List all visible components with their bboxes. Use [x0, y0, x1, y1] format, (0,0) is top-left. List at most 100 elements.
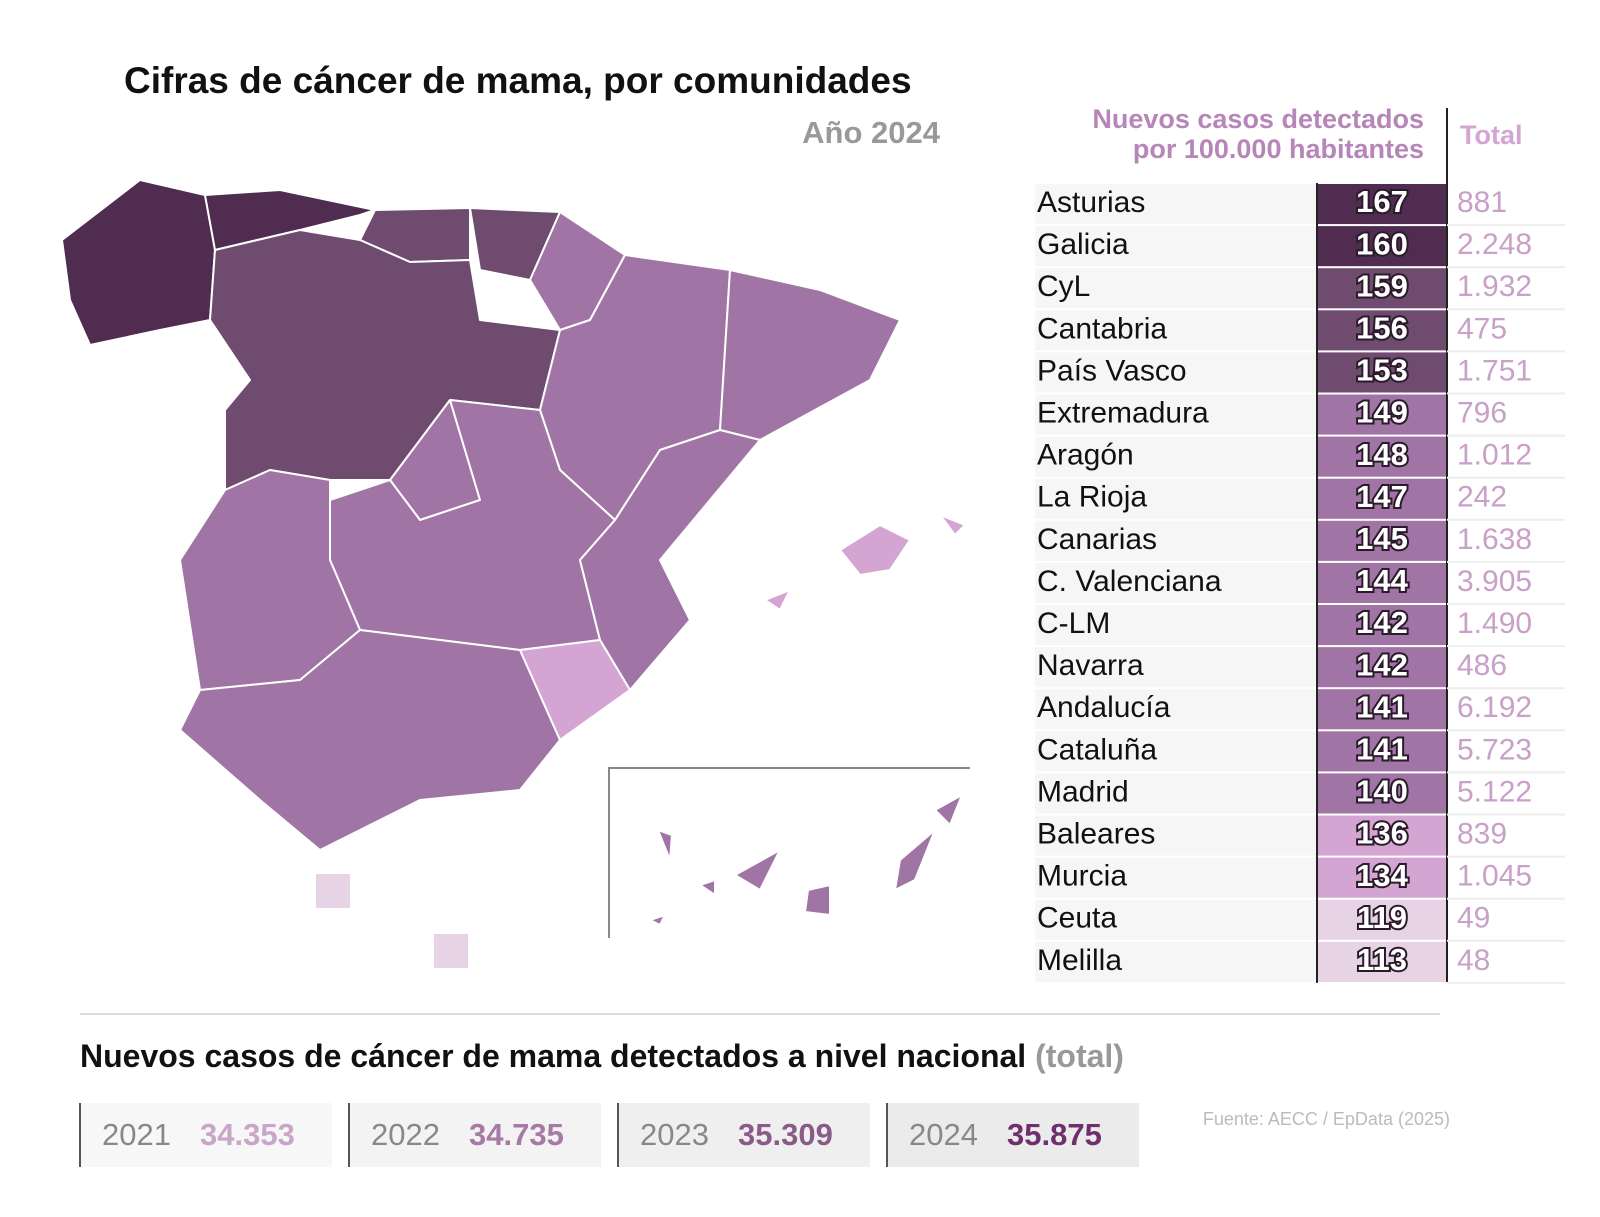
total-value: 881 [1457, 186, 1507, 219]
region-canarias [649, 794, 963, 926]
year-label: 2023 [640, 1117, 709, 1152]
rate-cell [1317, 184, 1446, 225]
row-background [1035, 394, 1317, 435]
total-value: 242 [1457, 481, 1507, 514]
rate-value: 142 [1356, 647, 1408, 682]
total-value: 475 [1457, 312, 1507, 345]
year-label: 2022 [371, 1117, 440, 1152]
rate-value: 141 [1356, 732, 1408, 767]
region-name: País Vasco [1037, 354, 1187, 387]
rate-cell [1317, 689, 1446, 730]
row-background [1035, 941, 1317, 982]
year-box [80, 1103, 332, 1167]
rate-value: 156 [1356, 311, 1408, 346]
rate-value: 147 [1356, 479, 1408, 514]
year-label: 2021 [102, 1117, 171, 1152]
rate-value: 153 [1356, 353, 1408, 388]
year-total: 34.735 [469, 1117, 564, 1152]
rate-cell [1317, 731, 1446, 772]
rate-value: 141 [1356, 689, 1408, 724]
region-name: La Rioja [1037, 481, 1147, 514]
rate-cell [1317, 478, 1446, 519]
region-name: Canarias [1037, 523, 1157, 556]
row-background [1035, 731, 1317, 772]
region-name: Extremadura [1037, 396, 1209, 429]
year-total: 35.875 [1007, 1117, 1102, 1152]
source: Fuente: AECC / EpData (2025) [1203, 1109, 1450, 1129]
rate-value: 148 [1356, 437, 1408, 472]
subtitle: Año 2024 [802, 115, 941, 150]
region-name: Galicia [1037, 228, 1129, 261]
rate-cell [1317, 899, 1446, 940]
row-background [1035, 352, 1317, 393]
region-name: Aragón [1037, 439, 1134, 472]
region-name: Murcia [1037, 860, 1127, 893]
region-name: Andalucía [1037, 691, 1171, 724]
year-total: 34.353 [200, 1117, 295, 1152]
year-label: 2024 [909, 1117, 978, 1152]
rate-cell [1317, 520, 1446, 561]
rate-cell [1317, 310, 1446, 351]
region-name: C. Valenciana [1037, 565, 1222, 598]
rate-cell [1317, 268, 1446, 309]
total-value: 486 [1457, 649, 1507, 682]
rate-cell [1317, 352, 1446, 393]
region-cataluna [719, 269, 901, 441]
rate-header: por 100.000 habitantes [1133, 134, 1424, 164]
total-header: Total [1460, 120, 1523, 150]
map [61, 179, 970, 968]
rate-cell [1317, 436, 1446, 477]
rate-cell [1317, 394, 1446, 435]
total-value: 3.905 [1457, 565, 1532, 598]
region-name: Cantabria [1037, 312, 1167, 345]
rate-value: 145 [1356, 521, 1408, 556]
total-value: 1.751 [1457, 354, 1532, 387]
row-background [1035, 562, 1317, 603]
total-value: 1.045 [1457, 860, 1532, 893]
region-andalucia [179, 629, 561, 851]
region-name: Madrid [1037, 775, 1129, 808]
row-background [1035, 268, 1317, 309]
row-background [1035, 815, 1317, 856]
year-box [618, 1103, 870, 1167]
row-background [1035, 899, 1317, 940]
rate-cell [1317, 605, 1446, 646]
rate-cell [1317, 562, 1446, 603]
title: Cifras de cáncer de mama, por comunidade… [124, 60, 912, 101]
year-box [887, 1103, 1139, 1167]
rate-header: Nuevos casos detectados [1092, 104, 1424, 134]
region-galicia [61, 179, 216, 346]
rate-value: 119 [1357, 900, 1407, 935]
row-background [1035, 436, 1317, 477]
total-value: 2.248 [1457, 228, 1532, 261]
row-background [1035, 857, 1317, 898]
total-value: 5.122 [1457, 775, 1532, 808]
region-murcia [519, 639, 631, 741]
rate-value: 136 [1356, 816, 1408, 851]
total-value: 1.638 [1457, 523, 1532, 556]
total-value: 1.932 [1457, 270, 1532, 303]
region-name: Melilla [1037, 944, 1122, 977]
row-background [1035, 310, 1317, 351]
total-value: 6.192 [1457, 691, 1532, 724]
region-baleares [764, 514, 966, 611]
region-name: CyL [1037, 270, 1090, 303]
row-background [1035, 689, 1317, 730]
row-background [1035, 647, 1317, 688]
region-name: Cataluña [1037, 733, 1157, 766]
national-years: 2021 34.353 2022 34.735 2023 35.309 2024 35.875 [79, 1103, 1139, 1167]
national-title: Nuevos casos de cáncer de mama detectado… [80, 1038, 1124, 1074]
row-background [1035, 520, 1317, 561]
rate-value: 140 [1356, 774, 1408, 809]
region-name: Ceuta [1037, 902, 1117, 935]
rate-cell [1317, 773, 1446, 814]
region-valenciana [579, 429, 761, 691]
total-value: 49 [1457, 902, 1490, 935]
total-value: 5.723 [1457, 733, 1532, 766]
rate-value: 113 [1357, 942, 1407, 977]
row-background [1035, 184, 1317, 225]
rate-value: 159 [1356, 268, 1408, 303]
region-name: C-LM [1037, 607, 1110, 640]
row-background [1035, 605, 1317, 646]
